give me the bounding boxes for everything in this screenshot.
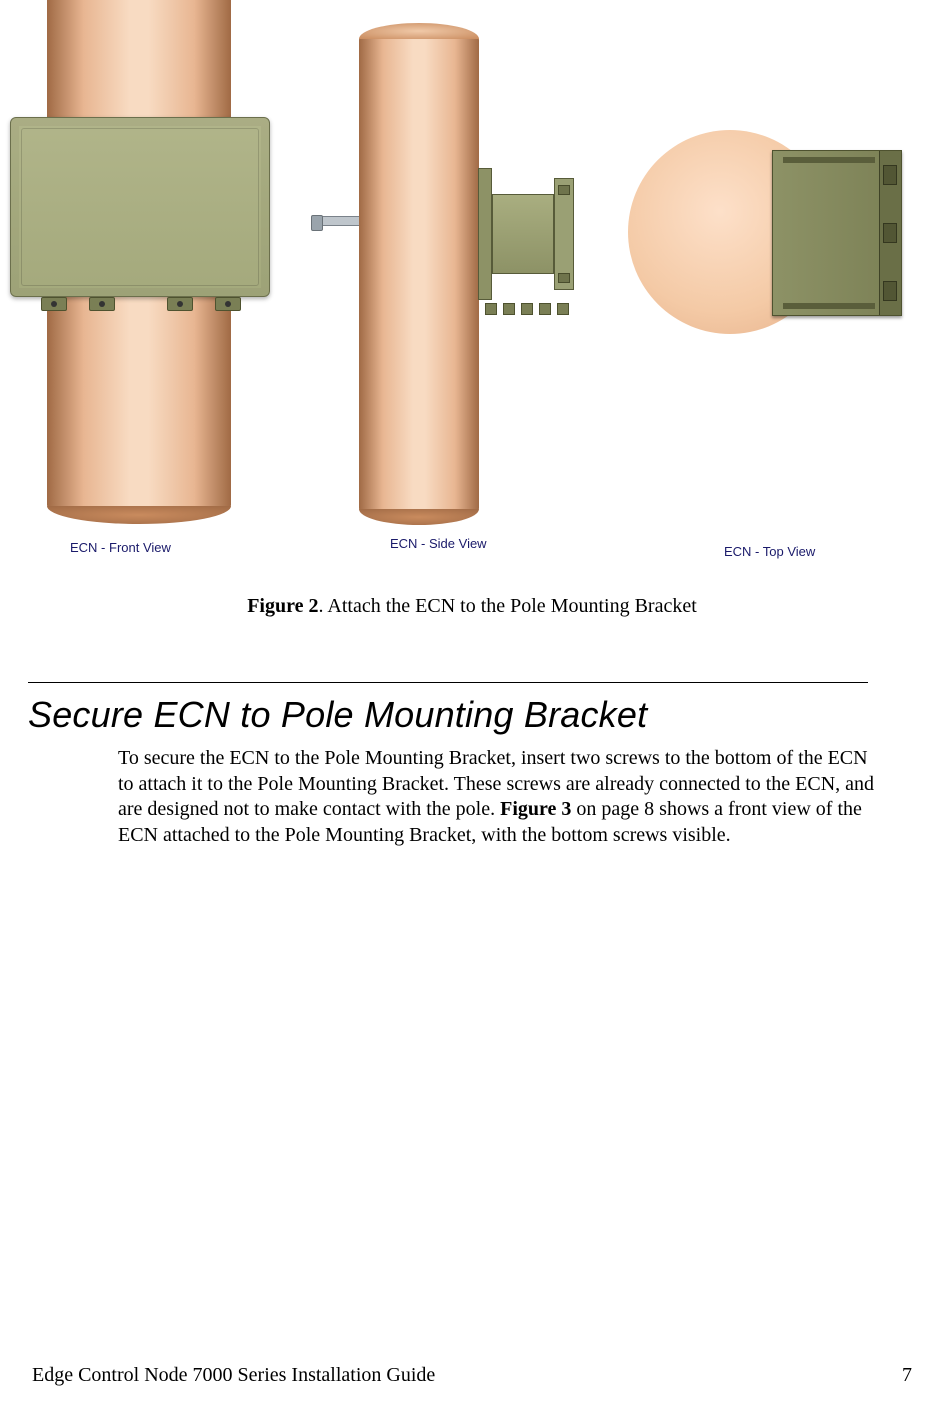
page-footer: Edge Control Node 7000 Series Installati… bbox=[32, 1364, 912, 1387]
side-view-pole bbox=[359, 24, 479, 524]
figure-2: ECN - Front View ECN - Side View ECN - T… bbox=[0, 0, 944, 560]
side-view-feet bbox=[485, 303, 573, 315]
front-view-ecn-box bbox=[10, 117, 270, 297]
footer-title: Edge Control Node 7000 Series Installati… bbox=[32, 1364, 435, 1387]
top-view-ecn bbox=[772, 150, 902, 316]
side-view-bolt bbox=[318, 216, 360, 226]
label-side-view: ECN - Side View bbox=[390, 536, 487, 551]
figure-caption-label: Figure 2 bbox=[247, 595, 318, 617]
label-front-view: ECN - Front View bbox=[70, 540, 171, 555]
section-heading: Secure ECN to Pole Mounting Bracket bbox=[28, 694, 647, 736]
label-top-view: ECN - Top View bbox=[724, 544, 815, 559]
page: ECN - Front View ECN - Side View ECN - T… bbox=[0, 0, 944, 1417]
side-view-ecn bbox=[478, 168, 574, 300]
footer-page-number: 7 bbox=[902, 1364, 912, 1387]
figure-reference: Figure 3 bbox=[500, 798, 571, 820]
front-view-bracket-feet bbox=[41, 297, 241, 313]
figure-caption-text: . Attach the ECN to the Pole Mounting Br… bbox=[319, 595, 697, 617]
section-body: To secure the ECN to the Pole Mounting B… bbox=[118, 746, 888, 848]
section-rule bbox=[28, 682, 868, 683]
figure-caption: Figure 2. Attach the ECN to the Pole Mou… bbox=[0, 595, 944, 618]
